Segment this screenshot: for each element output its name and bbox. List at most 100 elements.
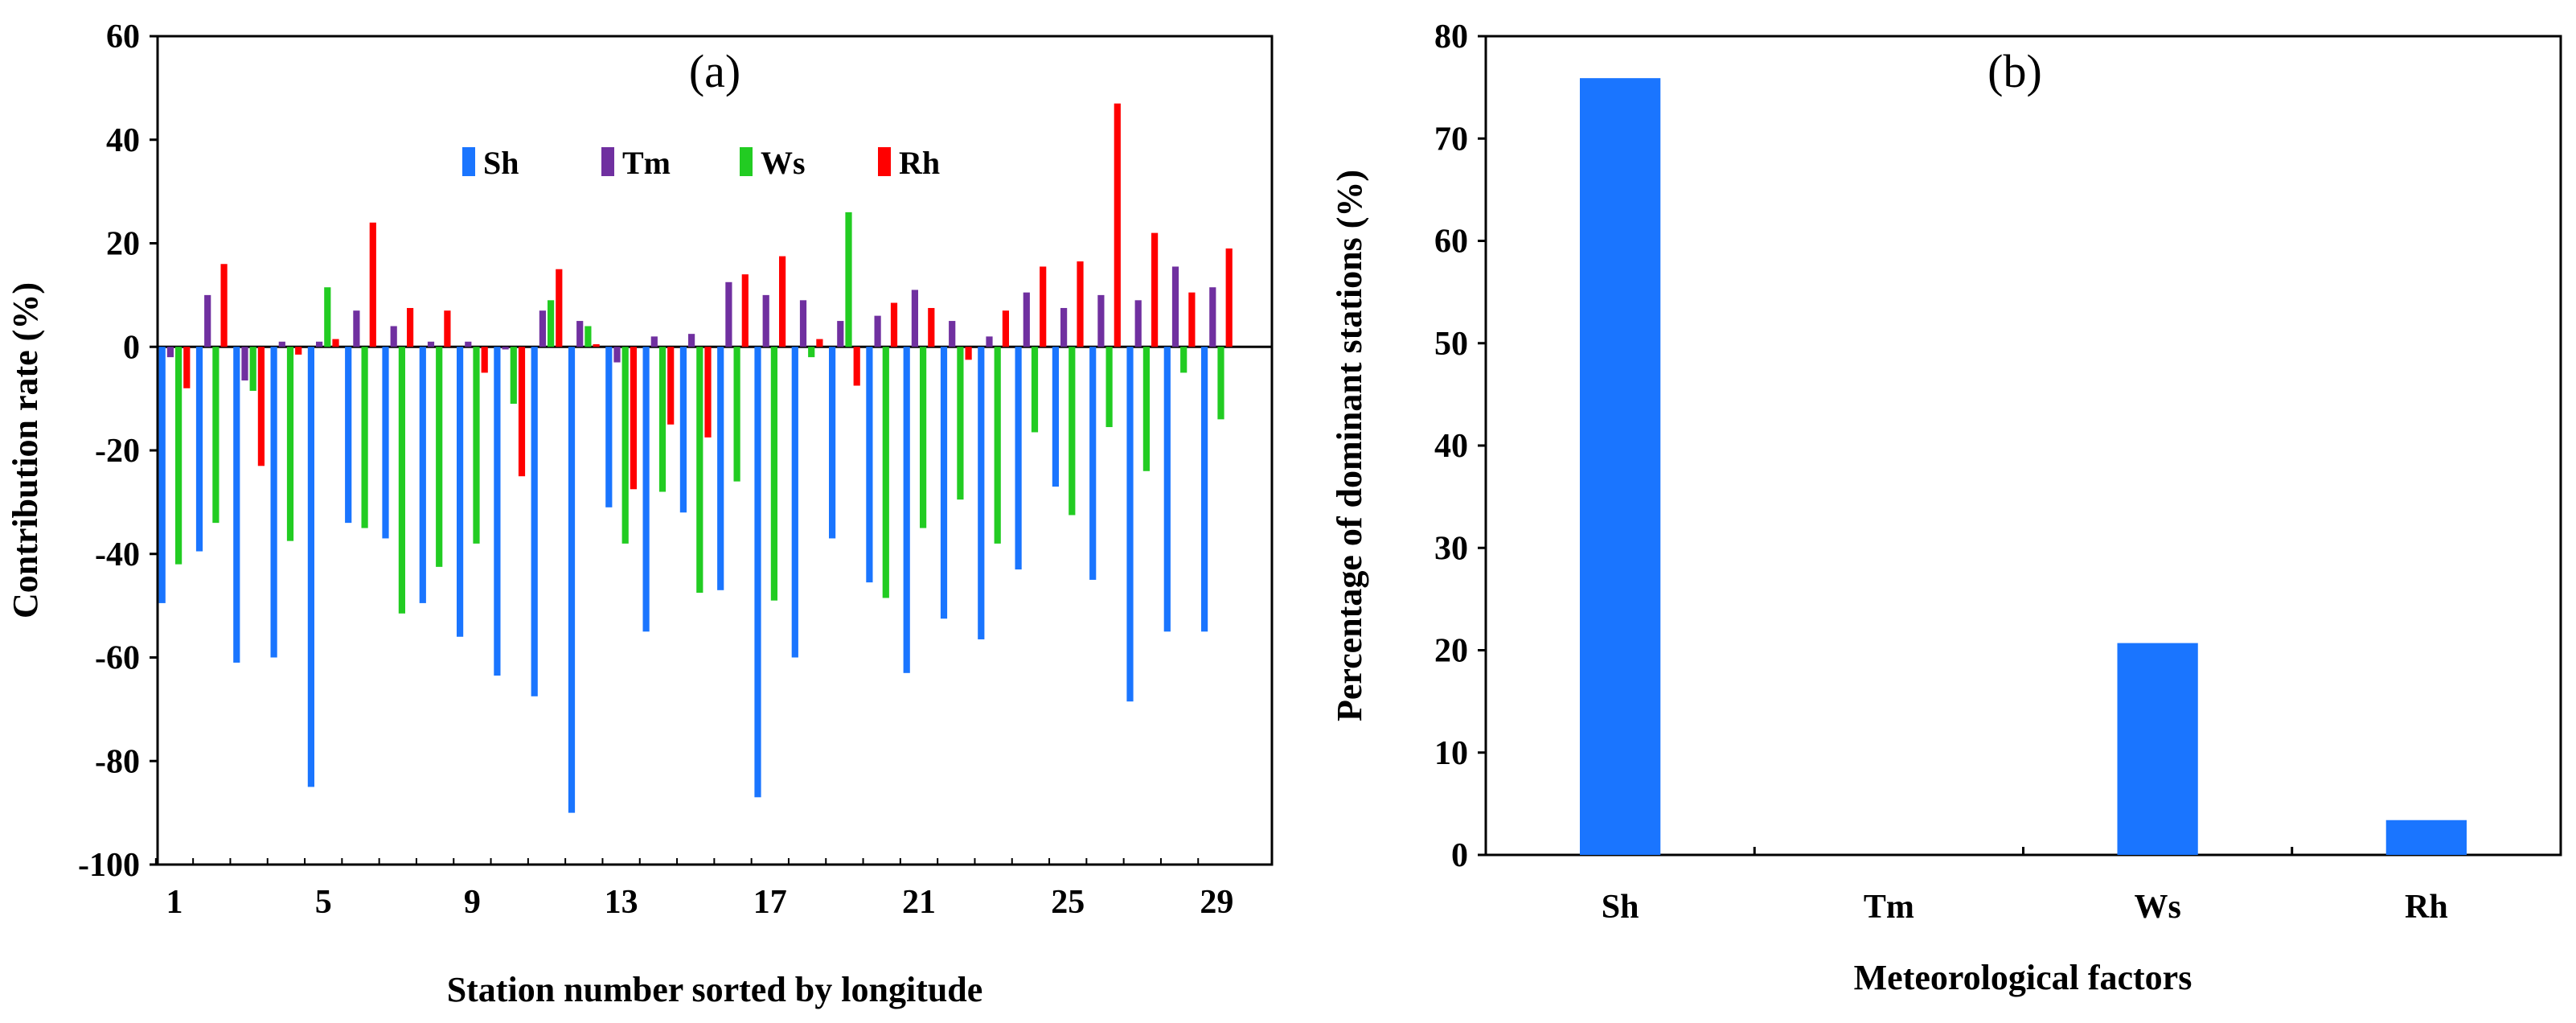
bar-ws-station-23	[994, 347, 1001, 544]
y-tick-label: 60	[1434, 224, 1468, 261]
bar-rh	[2385, 820, 2467, 855]
bar-rh-station-18	[816, 339, 823, 347]
bar-sh-station-9	[457, 347, 464, 637]
bar-ws-station-4	[286, 347, 294, 541]
bar-ws-station-11	[548, 300, 555, 347]
bar-sh-station-14	[642, 347, 650, 632]
bar-ws-station-3	[249, 347, 256, 391]
bar-sh-station-28	[1163, 347, 1171, 632]
bar-tm-station-22	[949, 321, 956, 347]
bar-rh-station-17	[779, 256, 786, 347]
bar-sh-station-11	[531, 347, 538, 696]
bar-rh-station-7	[407, 307, 414, 347]
panel-a-y-axis-title: Contribution rate (%)	[6, 282, 45, 618]
bar-sh-station-3	[233, 347, 240, 663]
panel-b-y-ticks: 80 70 60 50 40 30 20 10 0	[1434, 18, 1486, 874]
x-tick-label-ws: Ws	[2134, 889, 2180, 926]
bar-ws-station-12	[585, 326, 592, 347]
y-tick-label: -20	[95, 433, 140, 470]
bar-tm-station-28	[1171, 266, 1179, 347]
bar-ws-station-24	[1031, 347, 1039, 433]
y-tick-label: 60	[106, 18, 140, 55]
bar-sh-station-25	[1052, 347, 1059, 487]
bar-sh-station-7	[382, 347, 389, 539]
bar-tm-station-26	[1097, 294, 1105, 347]
bar-sh-station-8	[419, 347, 426, 603]
bar-rh-station-16	[741, 274, 749, 347]
bar-rh-station-5	[332, 339, 339, 347]
bar-ws-station-29	[1217, 347, 1224, 420]
bar-ws-station-14	[658, 347, 667, 492]
x-tick-label: 1	[166, 884, 183, 921]
bar-ws-station-19	[845, 212, 852, 347]
x-tick-label: 13	[605, 884, 638, 921]
bar-sh-station-19	[829, 347, 836, 539]
panel-a-x-ticks: 1 5 9 13 17 21 25 29	[154, 858, 1233, 921]
bar-rh-station-19	[853, 347, 860, 386]
y-tick-label: 70	[1434, 121, 1468, 158]
bar-sh-station-10	[494, 347, 501, 676]
x-tick-label: 9	[464, 884, 481, 921]
bar-rh-station-22	[965, 347, 972, 360]
bar-ws-station-10	[510, 347, 517, 405]
legend-label-rh: Rh	[899, 145, 940, 181]
y-tick-label: 30	[1434, 530, 1468, 567]
bar-sh-station-6	[345, 347, 352, 524]
bar-tm-station-17	[762, 294, 769, 347]
bar-tm-station-7	[390, 326, 397, 347]
bar-sh-station-22	[940, 347, 948, 619]
panel-a-x-axis-title: Station number sorted by longitude	[447, 970, 983, 1009]
bar-sh-station-15	[679, 347, 687, 513]
bar-tm-station-29	[1209, 287, 1216, 347]
bar-sh-station-21	[903, 347, 910, 673]
bar-rh-station-23	[1002, 310, 1009, 347]
bar-sh-station-18	[791, 347, 798, 658]
x-tick-label: 21	[902, 884, 936, 921]
bar-rh-station-20	[890, 302, 898, 347]
bar-sh	[1579, 78, 1661, 856]
bar-ws-station-27	[1142, 347, 1150, 471]
bar-tm-station-18	[799, 300, 807, 347]
bar-sh-station-26	[1089, 347, 1097, 580]
bar-ws-station-17	[770, 347, 777, 601]
bar-sh-station-2	[195, 347, 203, 552]
bar-rh-station-3	[257, 347, 265, 466]
bar-tm-station-14	[650, 336, 658, 347]
bar-sh-station-4	[270, 347, 277, 658]
panel-b-x-ticks: Sh Tm Ws Rh	[1602, 847, 2448, 926]
bar-ws-station-6	[361, 347, 368, 528]
y-tick-label: 40	[106, 122, 140, 159]
bar-tm-station-2	[204, 294, 211, 347]
legend-label-ws: Ws	[761, 145, 806, 181]
x-tick-label-sh: Sh	[1602, 889, 1639, 926]
bar-tm-station-20	[874, 315, 881, 347]
bar-sh-station-24	[1015, 347, 1022, 570]
panel-b-bars	[1579, 78, 2467, 856]
bar-rh-station-24	[1040, 266, 1047, 347]
bar-sh-station-23	[978, 347, 985, 639]
bar-tm-station-3	[241, 347, 248, 381]
x-tick-label-rh: Rh	[2405, 889, 2448, 926]
bar-ws-station-28	[1180, 347, 1188, 373]
panel-b-x-axis-title: Meteorological factors	[1854, 958, 2192, 997]
bar-ws-station-18	[808, 347, 815, 358]
bar-tm-station-21	[911, 290, 918, 347]
bar-ws-station-5	[324, 287, 331, 347]
bar-tm-station-16	[725, 281, 732, 347]
bar-sh-station-16	[717, 347, 724, 590]
panel-a: 60 40 20 0 -20 -40 -60 -80 -100 1 5 9 13 17 21 25 29 (a…	[6, 18, 1274, 1009]
bar-ws-station-20	[882, 347, 889, 598]
y-tick-label: 20	[1434, 633, 1468, 670]
bar-rh-station-6	[369, 222, 376, 347]
bar-tm-station-5	[316, 341, 323, 347]
legend-swatch-rh	[878, 147, 891, 176]
bar-tm-station-25	[1060, 307, 1068, 347]
bar-sh-station-17	[754, 347, 761, 798]
bar-rh-station-15	[704, 347, 712, 438]
panel-b-label: (b)	[1987, 45, 2042, 97]
bar-sh-station-5	[307, 347, 314, 787]
bar-rh-station-27	[1151, 232, 1159, 347]
y-tick-label: 80	[1434, 18, 1468, 55]
y-tick-label: 40	[1434, 428, 1468, 465]
